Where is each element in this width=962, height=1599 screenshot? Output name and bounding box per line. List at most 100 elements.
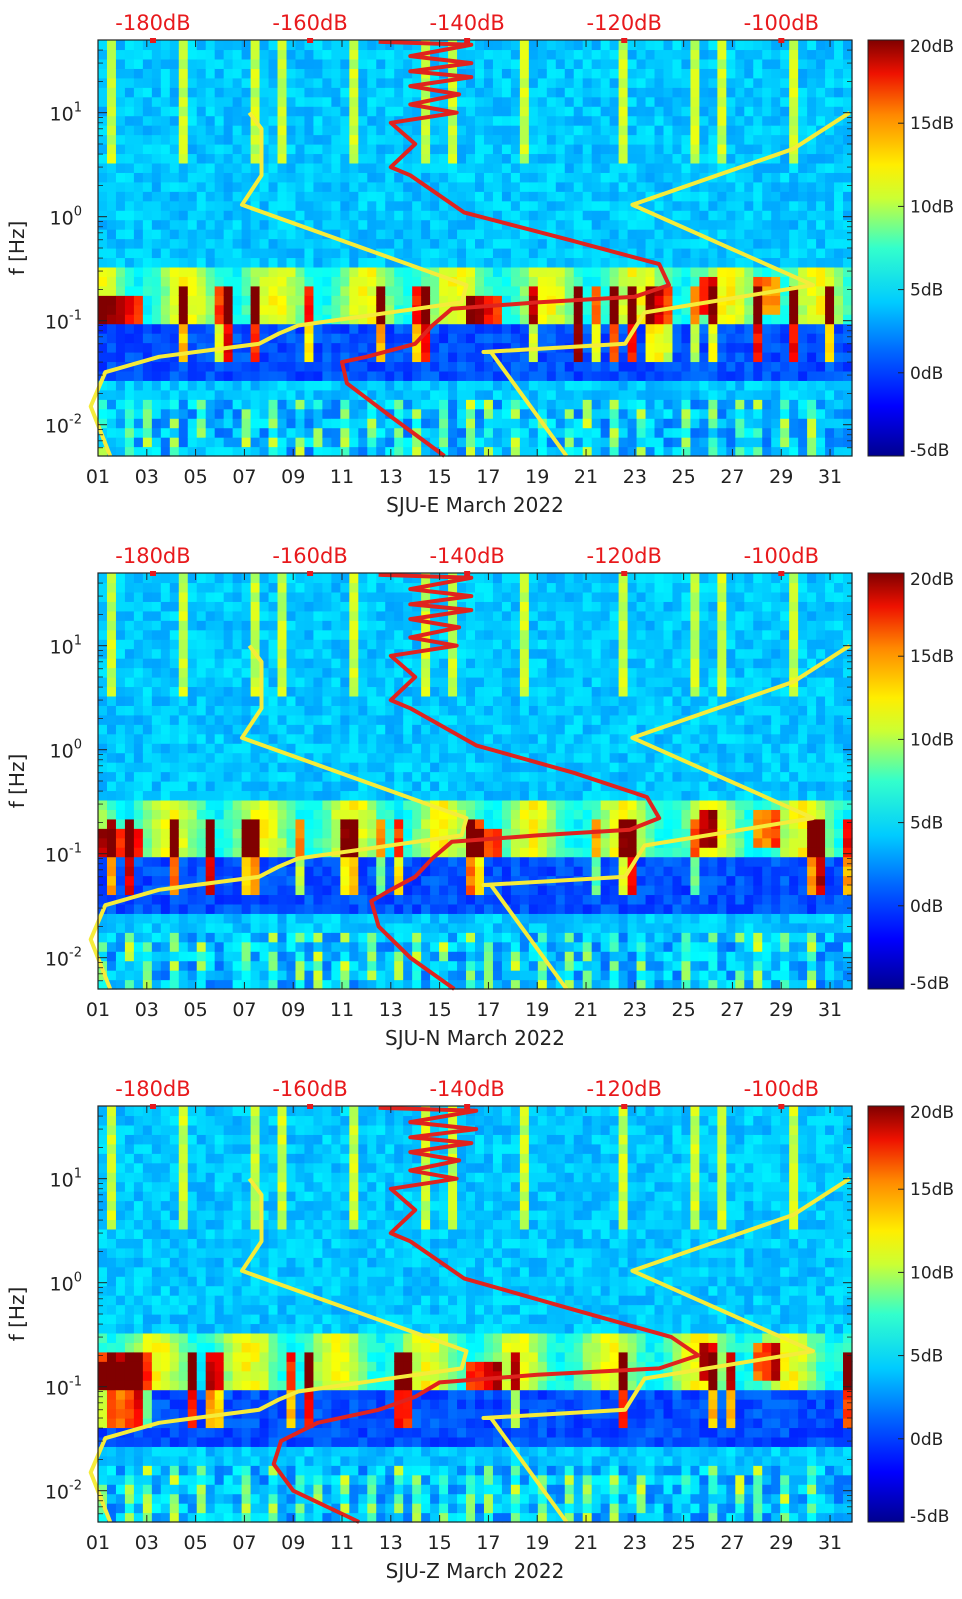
- heatmap-cell: [259, 172, 270, 183]
- heatmap-cell: [421, 191, 431, 202]
- heatmap-cell: [277, 573, 288, 584]
- heatmap-cell: [124, 818, 135, 829]
- heatmap-cell: [322, 809, 332, 820]
- heatmap-cell: [492, 210, 503, 221]
- heatmap-cell: [232, 724, 243, 735]
- heatmap-cell: [115, 648, 126, 659]
- heatmap-cell: [376, 276, 386, 287]
- heatmap-cell: [600, 153, 611, 164]
- heatmap-cell: [501, 144, 512, 155]
- heatmap-cell: [268, 629, 279, 640]
- heatmap-cell: [430, 323, 440, 334]
- heatmap-cell: [636, 295, 647, 306]
- heatmap-cell: [780, 437, 790, 448]
- heatmap-cell: [151, 172, 162, 183]
- heatmap-cell: [744, 77, 754, 88]
- heatmap-cell: [735, 399, 745, 410]
- heatmap-cell: [663, 49, 674, 60]
- heatmap-cell: [582, 153, 593, 164]
- heatmap-cell: [259, 705, 270, 716]
- heatmap-cell: [798, 87, 808, 98]
- heatmap-cell: [340, 399, 350, 410]
- heatmap-cell: [627, 399, 638, 410]
- heatmap-cell: [295, 380, 306, 391]
- heatmap-cell: [816, 446, 826, 457]
- heatmap-cell: [573, 437, 584, 448]
- heatmap-cell: [708, 446, 718, 457]
- heatmap-cell: [331, 238, 341, 249]
- heatmap-cell: [124, 639, 135, 650]
- heatmap-cell: [708, 342, 718, 353]
- heatmap-cell: [133, 620, 144, 631]
- heatmap-cell: [286, 733, 297, 744]
- heatmap-cell: [825, 210, 835, 221]
- heatmap-cell: [142, 714, 153, 725]
- heatmap-cell: [322, 257, 332, 268]
- heatmap-cell: [322, 932, 332, 943]
- heatmap-cell: [475, 304, 485, 315]
- heatmap-cell: [762, 125, 772, 136]
- heatmap-cell: [115, 809, 126, 820]
- heatmap-cell: [627, 276, 638, 287]
- heatmap-cell: [205, 639, 216, 650]
- heatmap-cell: [609, 342, 620, 353]
- heatmap-cell: [475, 162, 485, 173]
- heatmap-cell: [843, 361, 853, 372]
- heatmap-cell: [295, 437, 306, 448]
- heatmap-cell: [475, 333, 485, 344]
- heatmap-cell: [807, 200, 817, 211]
- heatmap-cell: [232, 809, 243, 820]
- heatmap-cell: [277, 162, 288, 173]
- heatmap-cell: [699, 333, 709, 344]
- heatmap-cell: [627, 77, 638, 88]
- heatmap-cell: [636, 210, 647, 221]
- heatmap-cell: [277, 932, 288, 943]
- heatmap-cell: [609, 333, 620, 344]
- heatmap-cell: [735, 361, 745, 372]
- heatmap-cell: [169, 437, 180, 448]
- heatmap-cell: [771, 361, 781, 372]
- heatmap-cell: [286, 144, 297, 155]
- heatmap-cell: [295, 620, 306, 631]
- heatmap-cell: [268, 257, 279, 268]
- heatmap-cell: [501, 191, 512, 202]
- heatmap-cell: [214, 418, 225, 429]
- heatmap-cell: [448, 295, 458, 306]
- heatmap-cell: [349, 96, 359, 107]
- heatmap-cell: [98, 115, 108, 126]
- heatmap-cell: [492, 172, 503, 183]
- heatmap-cell: [196, 314, 207, 325]
- heatmap-cell: [483, 342, 494, 353]
- heatmap-cell: [196, 96, 207, 107]
- heatmap-cell: [322, 134, 332, 145]
- heatmap-cell: [98, 389, 108, 400]
- heatmap-cell: [555, 304, 566, 315]
- heatmap-cell: [609, 115, 620, 126]
- heatmap-cell: [519, 333, 530, 344]
- heatmap-cell: [124, 125, 135, 136]
- heatmap-cell: [286, 790, 297, 801]
- heatmap-cell: [115, 639, 126, 650]
- heatmap-cell: [600, 266, 611, 277]
- heatmap-cell: [690, 437, 701, 448]
- heatmap-cell: [439, 181, 449, 192]
- heatmap-cell: [412, 361, 422, 372]
- heatmap-cell: [807, 418, 817, 429]
- heatmap-cell: [98, 667, 108, 678]
- heatmap-cell: [98, 781, 108, 792]
- heatmap-cell: [241, 58, 252, 69]
- heatmap-cell: [825, 370, 835, 381]
- heatmap-cell: [115, 970, 126, 981]
- heatmap-cell: [286, 724, 297, 735]
- heatmap-cell: [501, 295, 512, 306]
- heatmap-cell: [277, 87, 288, 98]
- heatmap-cell: [753, 106, 763, 117]
- heatmap-cell: [501, 248, 512, 259]
- heatmap-cell: [151, 695, 162, 706]
- heatmap-cell: [394, 370, 404, 381]
- x-tick-label: 27: [720, 466, 744, 488]
- heatmap-cell: [331, 58, 341, 69]
- heatmap-cell: [501, 115, 512, 126]
- heatmap-cell: [475, 68, 485, 79]
- heatmap-cell: [304, 200, 315, 211]
